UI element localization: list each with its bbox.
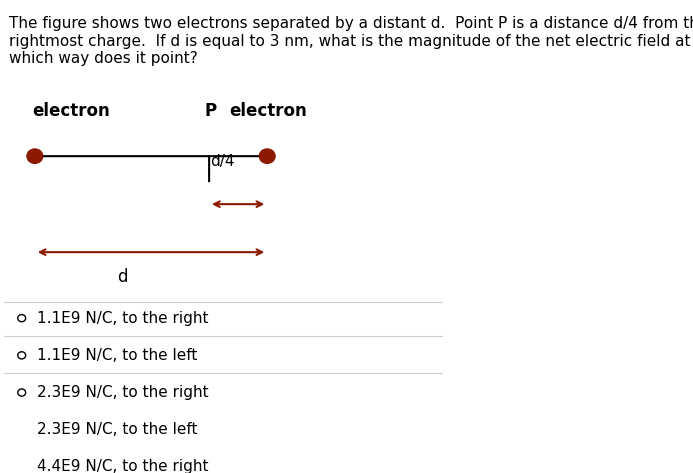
Circle shape: [18, 389, 26, 396]
Text: electron: electron: [229, 102, 306, 120]
Text: 1.1E9 N/C, to the right: 1.1E9 N/C, to the right: [37, 311, 209, 325]
Text: The figure shows two electrons separated by a distant d.  Point P is a distance : The figure shows two electrons separated…: [8, 16, 693, 66]
Text: electron: electron: [33, 102, 110, 120]
Circle shape: [259, 149, 275, 163]
Text: 4.4E9 N/C, to the right: 4.4E9 N/C, to the right: [37, 459, 209, 473]
Circle shape: [18, 464, 26, 471]
Circle shape: [27, 149, 43, 163]
Text: 1.1E9 N/C, to the left: 1.1E9 N/C, to the left: [37, 348, 198, 363]
Text: d: d: [116, 268, 128, 286]
Text: 2.3E9 N/C, to the left: 2.3E9 N/C, to the left: [37, 422, 198, 437]
Circle shape: [18, 315, 26, 322]
Text: 2.3E9 N/C, to the right: 2.3E9 N/C, to the right: [37, 385, 209, 400]
Text: P: P: [204, 102, 217, 120]
Circle shape: [18, 426, 26, 433]
Circle shape: [18, 352, 26, 359]
Text: d/4: d/4: [211, 154, 235, 169]
